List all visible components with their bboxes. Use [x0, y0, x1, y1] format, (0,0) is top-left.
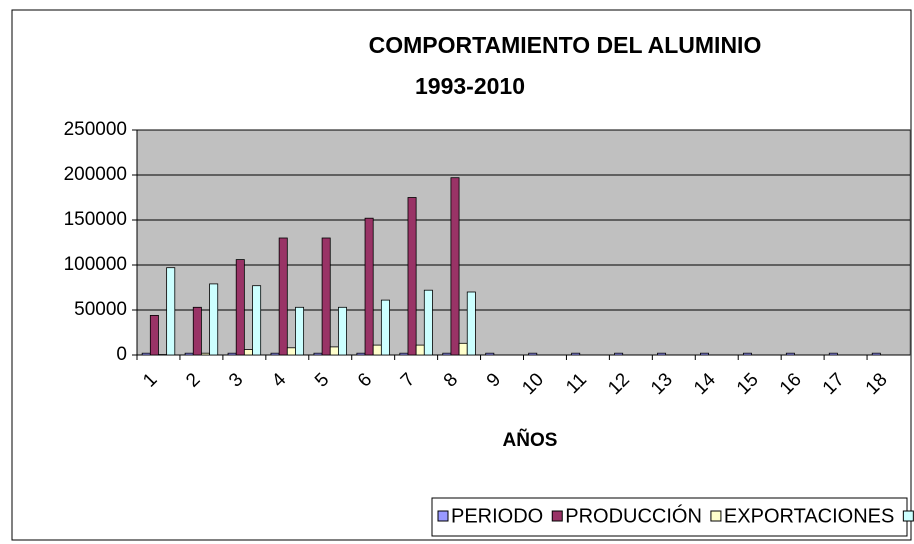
legend-label: PRODUCCIÓN	[565, 504, 702, 527]
bar	[785, 352, 795, 356]
bar	[278, 237, 288, 356]
y-tick-label: 50000	[74, 299, 127, 320]
bar	[458, 342, 468, 356]
bar	[407, 197, 417, 356]
bar	[399, 352, 409, 356]
bar	[356, 352, 366, 356]
legend-swatch	[437, 510, 449, 522]
chart-subtitle: 1993-2010	[415, 73, 525, 99]
legend-label: EXPORTACIONES	[724, 505, 894, 527]
legend-swatch	[710, 510, 722, 522]
bar	[209, 283, 219, 356]
bar	[313, 352, 323, 356]
bar	[466, 291, 476, 356]
bar	[485, 352, 495, 356]
bar	[286, 347, 296, 356]
bar	[423, 289, 433, 356]
bar	[528, 352, 538, 356]
bar	[252, 285, 262, 356]
bar	[742, 352, 752, 356]
bar	[321, 237, 331, 356]
bar	[141, 352, 151, 356]
bar	[372, 344, 382, 356]
bar	[614, 352, 624, 356]
legend-swatch	[902, 510, 914, 522]
y-tick-label: 0	[116, 344, 127, 365]
chart-title: COMPORTAMIENTO DEL ALUMINIO	[369, 32, 762, 58]
bar	[235, 259, 245, 356]
y-tick-label: 100000	[64, 254, 127, 275]
bar	[442, 352, 452, 356]
bar	[828, 352, 838, 356]
bar	[192, 306, 202, 356]
bar	[227, 352, 237, 356]
bar	[270, 352, 280, 356]
y-tick-label: 250000	[64, 119, 127, 140]
legend-label: PERIODO	[451, 505, 543, 527]
bar	[415, 344, 425, 356]
bar	[166, 267, 176, 356]
bar	[184, 352, 194, 356]
legend-box	[431, 497, 908, 537]
bar	[243, 349, 253, 356]
bar	[871, 352, 881, 356]
bar	[657, 352, 667, 356]
bar	[338, 306, 347, 356]
x-axis-label: AÑOS	[503, 429, 558, 451]
bar	[380, 299, 390, 356]
bar	[295, 306, 305, 356]
legend-swatch	[551, 510, 563, 522]
y-tick-label: 200000	[64, 164, 127, 185]
y-tick-label: 150000	[64, 209, 127, 230]
bar	[571, 352, 581, 356]
bar	[329, 346, 339, 356]
bar	[450, 177, 460, 356]
bar	[700, 352, 709, 356]
bar	[201, 352, 210, 356]
bar	[149, 314, 159, 356]
bar	[364, 217, 374, 356]
